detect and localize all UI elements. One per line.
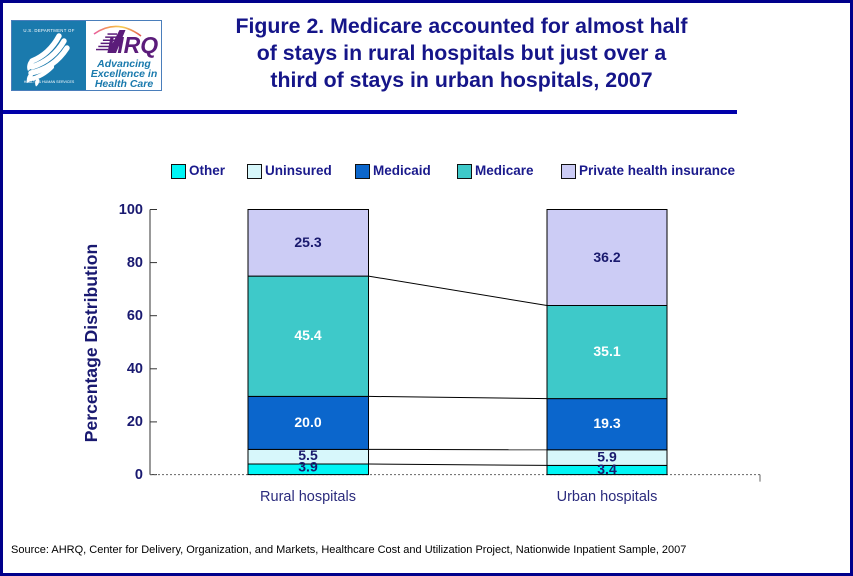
svg-text:35.1: 35.1	[593, 343, 620, 359]
svg-text:19.3: 19.3	[593, 415, 620, 431]
svg-text:80: 80	[127, 255, 143, 271]
svg-text:45.4: 45.4	[294, 327, 321, 343]
svg-text:5.9: 5.9	[597, 449, 617, 465]
svg-text:25.3: 25.3	[294, 234, 321, 250]
svg-text:20.0: 20.0	[294, 414, 321, 430]
svg-text:Urban hospitals: Urban hospitals	[557, 489, 658, 505]
svg-text:Percentage Distribution: Percentage Distribution	[81, 244, 101, 442]
svg-text:Rural hospitals: Rural hospitals	[260, 489, 356, 505]
svg-text:40: 40	[127, 361, 143, 377]
svg-text:100: 100	[119, 202, 143, 218]
svg-text:5.5: 5.5	[298, 447, 318, 463]
svg-text:0: 0	[135, 467, 143, 483]
svg-text:20: 20	[127, 414, 143, 430]
svg-text:60: 60	[127, 308, 143, 324]
svg-text:36.2: 36.2	[593, 249, 620, 265]
